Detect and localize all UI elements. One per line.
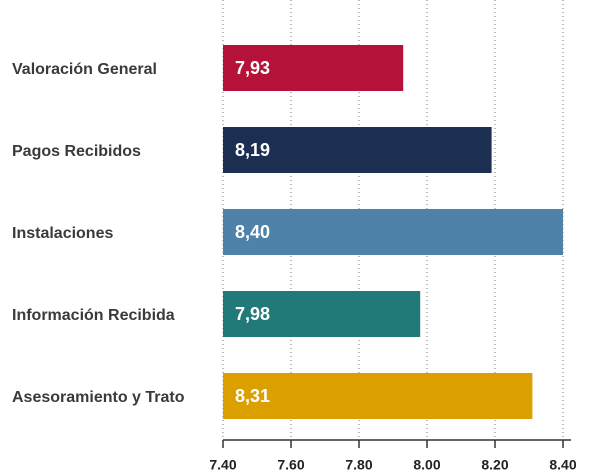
value-label: 7,98: [235, 304, 270, 324]
bar: [223, 209, 563, 255]
bar: [223, 127, 492, 173]
x-tick-label: 8.40: [549, 457, 576, 473]
x-tick-label: 7.40: [209, 457, 236, 473]
category-label: Instalaciones: [12, 225, 113, 242]
value-label: 8,40: [235, 222, 270, 242]
bar: [223, 373, 533, 419]
value-label: 8,19: [235, 140, 270, 160]
category-label: Información Recibida: [12, 307, 175, 324]
bar: [223, 291, 421, 337]
category-label: Pagos Recibidos: [12, 143, 141, 160]
value-label: 7,93: [235, 58, 270, 78]
category-label: Valoración General: [12, 61, 157, 78]
category-label: Asesoramiento y Trato: [12, 389, 185, 406]
x-tick-label: 7.60: [277, 457, 304, 473]
x-tick-label: 7.80: [345, 457, 372, 473]
x-tick-label: 8.20: [481, 457, 508, 473]
value-label: 8,31: [235, 386, 270, 406]
x-tick-label: 8.00: [413, 457, 440, 473]
bar: [223, 45, 404, 91]
